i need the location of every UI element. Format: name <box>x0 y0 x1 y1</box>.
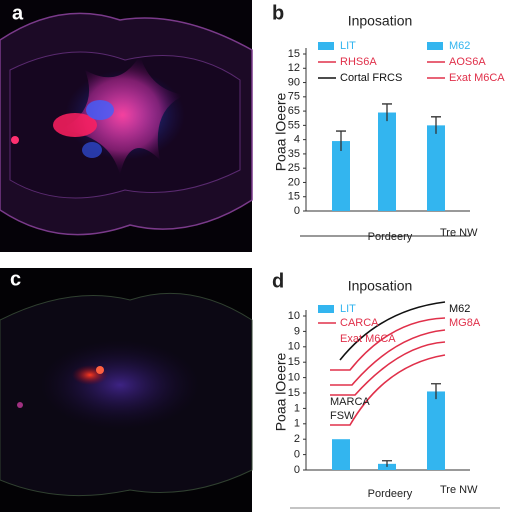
y-tick-label: 75 <box>288 91 300 103</box>
legend-marker <box>318 305 334 313</box>
y-tick-label: 15 <box>288 191 300 203</box>
legend-marker <box>318 42 334 50</box>
legend-label: Cortal FRCS <box>340 72 402 84</box>
bar <box>378 112 396 211</box>
legend-label: Exat M6CA <box>340 333 396 345</box>
y-tick-label: 15 <box>288 48 300 60</box>
y-tick-label: 55 <box>288 119 300 131</box>
error-bar <box>336 130 346 152</box>
legend-label: Exat M6CA <box>449 72 505 84</box>
y-tick-label: 65 <box>288 105 300 117</box>
annotation: FSW <box>330 410 355 422</box>
y-tick-label: 2 <box>294 433 300 445</box>
x-axis-label: Pordeery <box>368 488 413 500</box>
legend-label: M62 <box>449 303 470 315</box>
micrograph-a <box>0 0 253 252</box>
panel-label: a <box>12 2 24 24</box>
y-tick-label: 0 <box>294 205 300 217</box>
legend-label: CARCA <box>340 317 379 329</box>
legend-label: AOS6A <box>449 56 486 68</box>
y-axis-label: Poaa lOeere <box>273 92 289 171</box>
y-tick-label: 1 <box>294 402 300 414</box>
error-bar <box>382 460 392 467</box>
y-axis-label: Poaa lOeere <box>273 352 289 431</box>
y-tick-label: 1 <box>294 418 300 430</box>
legend-label: RHS6A <box>340 56 377 68</box>
y-tick-label: 15 <box>288 356 300 368</box>
legend-label: LIT <box>340 40 356 52</box>
panel-label: c <box>10 268 21 290</box>
legend-label: LIT <box>340 303 356 315</box>
error-bar <box>431 116 441 134</box>
y-tick-label: 4 <box>294 134 300 146</box>
panel-label: b <box>272 2 284 24</box>
y-tick-label: 10 <box>288 341 300 353</box>
panel-label: d <box>272 270 284 292</box>
bar <box>332 439 350 470</box>
error-bar <box>382 103 392 122</box>
y-tick-label: 35 <box>288 148 300 160</box>
error-bar <box>431 383 441 400</box>
micrograph-c <box>0 268 253 512</box>
legend-label: MG8A <box>449 317 481 329</box>
legend-label: M62 <box>449 40 470 52</box>
bar <box>427 391 445 470</box>
chart-title: Inposation <box>348 13 413 29</box>
bar <box>427 125 445 211</box>
y-tick-label: 9 <box>294 325 300 337</box>
y-tick-label: 10 <box>288 310 300 322</box>
y-tick-label: 12 <box>288 62 300 74</box>
bar <box>332 141 350 211</box>
x-axis-label: Tre NW <box>440 227 478 239</box>
y-tick-label: 0 <box>294 464 300 476</box>
y-tick-label: 0 <box>294 449 300 461</box>
y-tick-label: 15 <box>288 387 300 399</box>
legend-marker <box>427 42 443 50</box>
y-tick-label: 20 <box>288 176 300 188</box>
curves-d <box>330 301 446 426</box>
chart-title: Inposation <box>348 278 413 294</box>
y-tick-label: 25 <box>288 162 300 174</box>
x-axis-label: Pordeery <box>368 231 413 243</box>
x-axis-label: Tre NW <box>440 484 478 496</box>
annotation: MARCA <box>330 396 370 408</box>
y-tick-label: 90 <box>288 76 300 88</box>
y-tick-label: 10 <box>288 372 300 384</box>
